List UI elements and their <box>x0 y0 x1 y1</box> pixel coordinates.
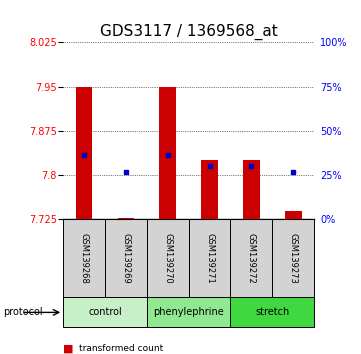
Bar <box>118 218 134 219</box>
Bar <box>147 219 188 297</box>
Bar <box>201 160 218 219</box>
Text: ■: ■ <box>63 344 74 354</box>
Bar <box>76 87 92 219</box>
Text: stretch: stretch <box>255 307 290 318</box>
Title: GDS3117 / 1369568_at: GDS3117 / 1369568_at <box>100 23 278 40</box>
Bar <box>230 297 314 327</box>
Text: GSM139273: GSM139273 <box>289 233 298 284</box>
Text: control: control <box>88 307 122 318</box>
Text: GSM139272: GSM139272 <box>247 233 256 284</box>
Bar <box>243 160 260 219</box>
Text: phenylephrine: phenylephrine <box>153 307 224 318</box>
Bar <box>159 87 176 219</box>
Bar <box>188 219 230 297</box>
Bar <box>147 297 230 327</box>
Text: transformed count: transformed count <box>79 344 164 353</box>
Bar <box>105 219 147 297</box>
Bar <box>272 219 314 297</box>
Text: GSM139270: GSM139270 <box>163 233 172 284</box>
Bar <box>63 297 147 327</box>
Text: GSM139269: GSM139269 <box>121 233 130 284</box>
Text: GSM139271: GSM139271 <box>205 233 214 284</box>
Bar <box>285 211 301 219</box>
Bar <box>230 219 272 297</box>
Bar <box>63 219 105 297</box>
Text: protocol: protocol <box>4 307 43 318</box>
Text: GSM139268: GSM139268 <box>79 233 88 284</box>
